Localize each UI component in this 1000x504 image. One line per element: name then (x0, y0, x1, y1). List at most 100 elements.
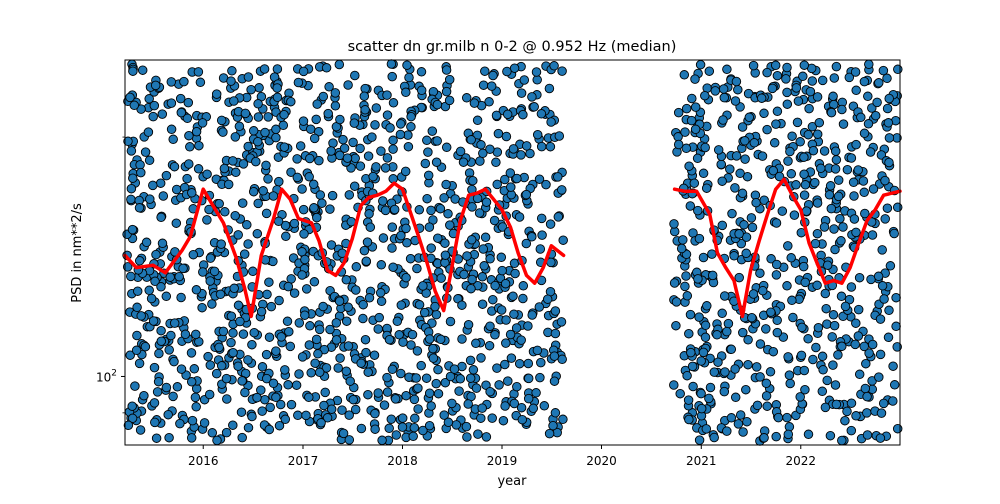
scatter-point (859, 187, 869, 198)
scatter-point (233, 361, 243, 371)
scatter-point (253, 99, 263, 109)
scatter-point (532, 75, 542, 85)
scatter-point (389, 204, 400, 215)
scatter-point (157, 238, 168, 249)
scatter-point (768, 165, 779, 176)
scatter-point (218, 326, 229, 337)
scatter-point (772, 70, 783, 81)
scatter-point (705, 382, 716, 393)
scatter-point (431, 309, 442, 320)
scatter-point (298, 116, 309, 126)
scatter-point (370, 120, 380, 130)
scatter-point (676, 243, 687, 254)
scatter-point (391, 430, 402, 440)
scatter-point (726, 344, 737, 355)
scatter-point (523, 358, 534, 369)
scatter-point (669, 219, 679, 229)
scatter-point (717, 220, 728, 231)
scatter-point (364, 293, 375, 303)
scatter-point (800, 180, 811, 190)
scatter-point (531, 67, 542, 77)
scatter-point (294, 318, 305, 328)
scatter-point (285, 341, 296, 352)
scatter-point (228, 156, 238, 166)
scatter-point (836, 236, 846, 246)
scatter-point (132, 330, 142, 341)
scatter-point (401, 272, 411, 283)
scatter-point (730, 364, 740, 374)
scatter-point (514, 358, 525, 369)
scatter-point (238, 329, 249, 339)
median-line-segment (123, 181, 566, 319)
scatter-point (692, 153, 703, 164)
scatter-point (789, 210, 800, 220)
scatter-point (884, 157, 894, 168)
scatter-point (744, 112, 755, 123)
scatter-point (500, 278, 511, 289)
scatter-point (216, 115, 227, 126)
scatter-point (492, 363, 502, 373)
scatter-point (382, 153, 393, 163)
scatter-point (316, 418, 326, 428)
scatter-point (424, 222, 435, 232)
scatter-point (825, 181, 836, 191)
scatter-point (197, 302, 207, 313)
scatter-point (838, 222, 848, 232)
scatter-point (769, 138, 780, 148)
scatter-point (141, 237, 152, 248)
scatter-point (221, 427, 232, 438)
scatter-point (688, 381, 698, 392)
scatter-point (497, 265, 507, 276)
scatter-point (305, 153, 315, 164)
scatter-point (829, 73, 840, 83)
x-tick-label: 2022 (786, 454, 817, 468)
scatter-point (528, 403, 539, 414)
scatter-point (502, 66, 512, 77)
scatter-point (243, 355, 253, 365)
scatter-point (516, 150, 526, 160)
scatter-point (828, 91, 838, 102)
scatter-point (166, 330, 176, 341)
scatter-point (512, 381, 522, 392)
scatter-point (261, 208, 272, 219)
scatter-point (242, 220, 252, 230)
scatter-point (148, 316, 159, 326)
scatter-point (126, 146, 137, 156)
scatter-point (274, 420, 285, 431)
scatter-point (410, 413, 420, 424)
scatter-point (279, 109, 289, 120)
scatter-point (738, 427, 748, 437)
scatter-point (382, 372, 392, 383)
scatter-point (700, 320, 711, 331)
y-tick-label: 102 (96, 368, 117, 384)
scatter-point (396, 300, 407, 310)
scatter-point (318, 301, 328, 312)
scatter-point (875, 349, 886, 360)
scatter-point (681, 271, 691, 281)
scatter-point (862, 391, 872, 402)
scatter-point (534, 174, 545, 184)
scatter-point (413, 404, 423, 414)
scatter-point (126, 271, 136, 282)
scatter-point (169, 318, 180, 328)
scatter-point (846, 398, 857, 408)
scatter-point (424, 388, 435, 398)
scatter-point (435, 203, 446, 214)
scatter-point (892, 202, 903, 213)
scatter-point (349, 181, 360, 191)
scatter-point (477, 272, 488, 282)
scatter-point (444, 95, 455, 106)
scatter-point (680, 281, 690, 292)
scatter-point (306, 368, 316, 378)
scatter-point (680, 127, 690, 137)
scatter-point (873, 271, 884, 282)
scatter-point (761, 391, 772, 401)
scatter-point (293, 77, 304, 88)
scatter-point (518, 293, 528, 304)
scatter-point (441, 65, 452, 75)
scatter-point (401, 87, 411, 98)
scatter-point (458, 157, 469, 167)
scatter-point (324, 82, 334, 92)
scatter-point (369, 350, 380, 360)
scatter-point (463, 319, 474, 330)
